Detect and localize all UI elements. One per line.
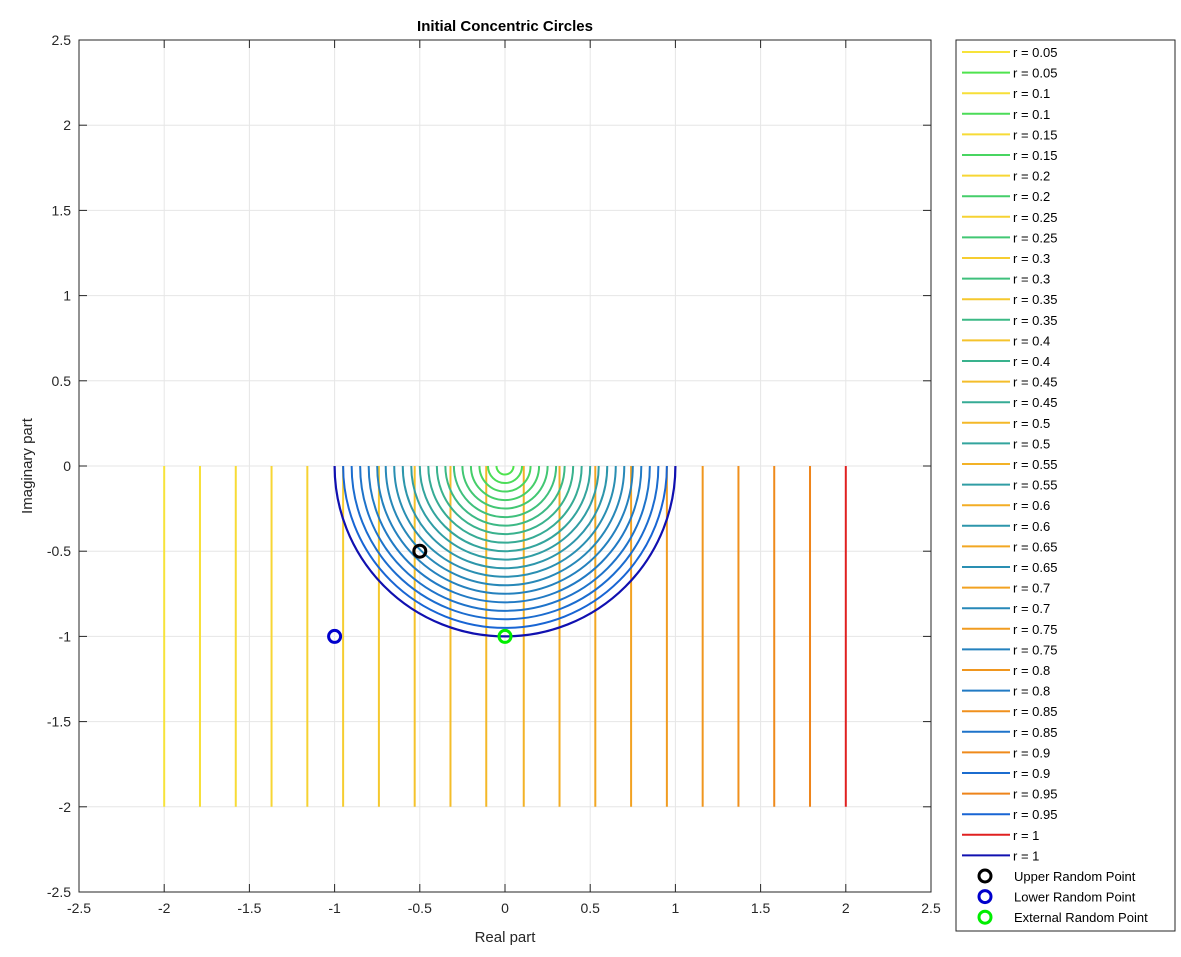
- legend-label-r-0.65: r = 0.65: [1013, 539, 1057, 554]
- legend-label-r-0.6: r = 0.6: [1013, 498, 1050, 513]
- legend-label-r-0.3: r = 0.3: [1013, 272, 1050, 287]
- y-tick-label: 2: [63, 117, 71, 133]
- legend-label-lower-random-point: Lower Random Point: [1014, 890, 1136, 905]
- legend-label-r-1: r = 1: [1013, 848, 1039, 863]
- legend-label-r-0.25: r = 0.25: [1013, 230, 1057, 245]
- legend-label-r-0.1: r = 0.1: [1013, 86, 1050, 101]
- ticks: -2.5 -2 -1.5 -1 -0.5 0 0.5 1 1.5 2 2.5 -2.5 -2 -1.5 -1…: [47, 32, 941, 916]
- semicircle-r-0.1: [486, 465, 524, 485]
- legend-label-r-0.8: r = 0.8: [1013, 663, 1050, 678]
- semicircle-r-0.2: [469, 465, 541, 502]
- legend: r = 0.05 r = 0.05 r = 0.1 r = 0.1 r = 0.15 r …: [955, 39, 1176, 932]
- y-tick-label: -1.5: [47, 714, 71, 730]
- legend-label-r-0.9: r = 0.9: [1013, 745, 1050, 760]
- semicircle-r-0.05: [495, 465, 515, 476]
- legend-label-r-0.45: r = 0.45: [1013, 395, 1057, 410]
- x-tick-label: -1.5: [237, 900, 261, 916]
- x-tick-label: 1: [672, 900, 680, 916]
- semicircle-r-0.9: [350, 465, 660, 621]
- marker-external-random-point: [497, 628, 513, 644]
- semicircle-r-0.95: [342, 465, 668, 629]
- x-tick-label: 2.5: [921, 900, 941, 916]
- y-axis-label: Imaginary part: [19, 417, 36, 514]
- x-tick-label: 0: [501, 900, 509, 916]
- semicircle-r-0.5: [418, 465, 592, 553]
- y-tick-label: -2: [59, 799, 72, 815]
- legend-swatch-upper-random-point: [977, 868, 993, 884]
- legend-label-r-0.15: r = 0.15: [1013, 127, 1057, 142]
- legend-label-r-0.5: r = 0.5: [1013, 416, 1050, 431]
- semicircle-r-0.4: [435, 465, 575, 536]
- semicircle-r-0.65: [393, 465, 617, 578]
- marker-lower-random-point: [327, 628, 343, 644]
- legend-label-r-0.65: r = 0.65: [1013, 560, 1057, 575]
- x-tick-label: -2: [158, 900, 171, 916]
- x-tick-label: 1.5: [751, 900, 771, 916]
- legend-label-r-0.55: r = 0.55: [1013, 457, 1057, 472]
- legend-label-r-0.75: r = 0.75: [1013, 642, 1057, 657]
- semicircle-r-0.35: [444, 465, 566, 527]
- chart-title: Initial Concentric Circles: [417, 18, 593, 35]
- legend-label-r-0.2: r = 0.2: [1013, 189, 1050, 204]
- legend-label-r-0.55: r = 0.55: [1013, 478, 1057, 493]
- legend-label-r-0.95: r = 0.95: [1013, 787, 1057, 802]
- y-tick-label: 1.5: [52, 202, 72, 218]
- legend-label-r-1: r = 1: [1013, 828, 1039, 843]
- semicircle-r-0.8: [367, 465, 643, 604]
- y-tick-label: 1: [63, 288, 71, 304]
- semicircle-r-0.85: [359, 465, 651, 612]
- y-tick-label: -2.5: [47, 884, 71, 900]
- x-tick-label: -1: [328, 900, 341, 916]
- legend-label-r-0.7: r = 0.7: [1013, 581, 1050, 596]
- semicircle-r-0.6: [401, 465, 609, 570]
- legend-label-r-0.1: r = 0.1: [1013, 107, 1050, 122]
- legend-label-r-0.9: r = 0.9: [1013, 766, 1050, 781]
- legend-label-r-0.2: r = 0.2: [1013, 169, 1050, 184]
- legend-label-r-0.45: r = 0.45: [1013, 375, 1057, 390]
- semicircle-r-0.3: [452, 465, 558, 519]
- legend-label-r-0.8: r = 0.8: [1013, 684, 1050, 699]
- semicircle-r-0.55: [410, 465, 600, 561]
- legend-label-r-0.6: r = 0.6: [1013, 519, 1050, 534]
- semicircle-r-1: [333, 465, 677, 638]
- legend-label-r-0.25: r = 0.25: [1013, 210, 1057, 225]
- legend-swatch-external-random-point: [977, 909, 993, 925]
- legend-label-r-0.15: r = 0.15: [1013, 148, 1057, 163]
- x-axis-label: Real part: [475, 929, 537, 946]
- legend-label-r-0.4: r = 0.4: [1013, 354, 1050, 369]
- legend-label-r-0.05: r = 0.05: [1013, 45, 1057, 60]
- legend-label-external-random-point: External Random Point: [1014, 910, 1148, 925]
- x-tick-label: -2.5: [67, 900, 91, 916]
- y-tick-label: 2.5: [52, 32, 72, 48]
- y-tick-label: -0.5: [47, 543, 71, 559]
- legend-label-r-0.85: r = 0.85: [1013, 704, 1057, 719]
- legend-label-r-0.3: r = 0.3: [1013, 251, 1050, 266]
- legend-label-upper-random-point: Upper Random Point: [1014, 869, 1136, 884]
- y-tick-label: -1: [59, 628, 72, 644]
- legend-label-r-0.5: r = 0.5: [1013, 436, 1050, 451]
- legend-label-r-0.95: r = 0.95: [1013, 807, 1057, 822]
- semicircle-r-0.15: [478, 465, 532, 493]
- x-tick-label: -0.5: [408, 900, 432, 916]
- legend-label-r-0.35: r = 0.35: [1013, 313, 1057, 328]
- legend-swatch-lower-random-point: [977, 889, 993, 905]
- semicircle-r-0.7: [384, 465, 626, 587]
- legend-label-r-0.35: r = 0.35: [1013, 292, 1057, 307]
- legend-label-r-0.75: r = 0.75: [1013, 622, 1057, 637]
- legend-label-r-0.4: r = 0.4: [1013, 333, 1050, 348]
- x-tick-label: 2: [842, 900, 850, 916]
- semicircle-r-0.45: [427, 465, 583, 544]
- legend-label-r-0.7: r = 0.7: [1013, 601, 1050, 616]
- semicircle-r-0.25: [461, 465, 549, 510]
- marker-upper-random-point: [412, 543, 428, 559]
- legend-label-r-0.05: r = 0.05: [1013, 66, 1057, 81]
- x-tick-label: 0.5: [580, 900, 600, 916]
- legend-label-r-0.85: r = 0.85: [1013, 725, 1057, 740]
- semicircle-r-0.75: [376, 465, 634, 595]
- y-tick-label: 0: [63, 458, 71, 474]
- data-series: [163, 465, 847, 807]
- y-tick-label: 0.5: [52, 373, 72, 389]
